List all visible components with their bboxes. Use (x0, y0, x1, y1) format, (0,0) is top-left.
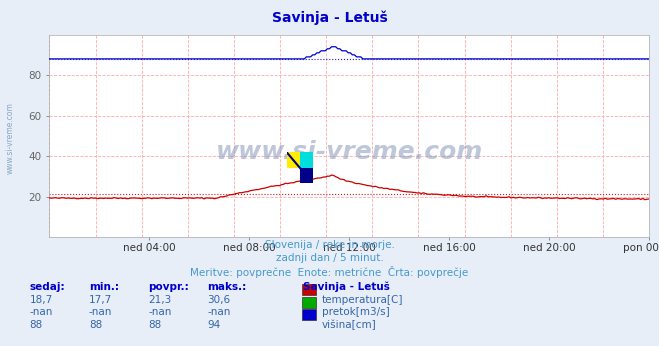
Text: 94: 94 (208, 320, 221, 330)
Text: zadnji dan / 5 minut.: zadnji dan / 5 minut. (275, 253, 384, 263)
Text: -nan: -nan (148, 307, 171, 317)
Text: 88: 88 (89, 320, 102, 330)
Text: povpr.:: povpr.: (148, 282, 189, 292)
Text: Slovenija / reke in morje.: Slovenija / reke in morje. (264, 240, 395, 251)
Text: 17,7: 17,7 (89, 295, 112, 305)
Text: 88: 88 (30, 320, 43, 330)
Text: Savinja - Letuš: Savinja - Letuš (272, 10, 387, 25)
Bar (287, 152, 300, 168)
Text: maks.:: maks.: (208, 282, 247, 292)
Text: 18,7: 18,7 (30, 295, 53, 305)
Text: Savinja - Letuš: Savinja - Letuš (303, 282, 390, 292)
Bar (300, 168, 313, 183)
Text: 21,3: 21,3 (148, 295, 171, 305)
Text: 88: 88 (148, 320, 161, 330)
Text: www.si-vreme.com: www.si-vreme.com (5, 102, 14, 174)
Text: pretok[m3/s]: pretok[m3/s] (322, 307, 389, 317)
Text: -nan: -nan (208, 307, 231, 317)
Text: sedaj:: sedaj: (30, 282, 65, 292)
Text: temperatura[C]: temperatura[C] (322, 295, 403, 305)
Text: www.si-vreme.com: www.si-vreme.com (215, 140, 483, 164)
Text: -nan: -nan (89, 307, 112, 317)
Text: min.:: min.: (89, 282, 119, 292)
Text: 30,6: 30,6 (208, 295, 231, 305)
Text: -nan: -nan (30, 307, 53, 317)
Text: višina[cm]: višina[cm] (322, 320, 376, 330)
Bar (300, 152, 313, 168)
Text: Meritve: povprečne  Enote: metrične  Črta: povprečje: Meritve: povprečne Enote: metrične Črta:… (190, 266, 469, 278)
